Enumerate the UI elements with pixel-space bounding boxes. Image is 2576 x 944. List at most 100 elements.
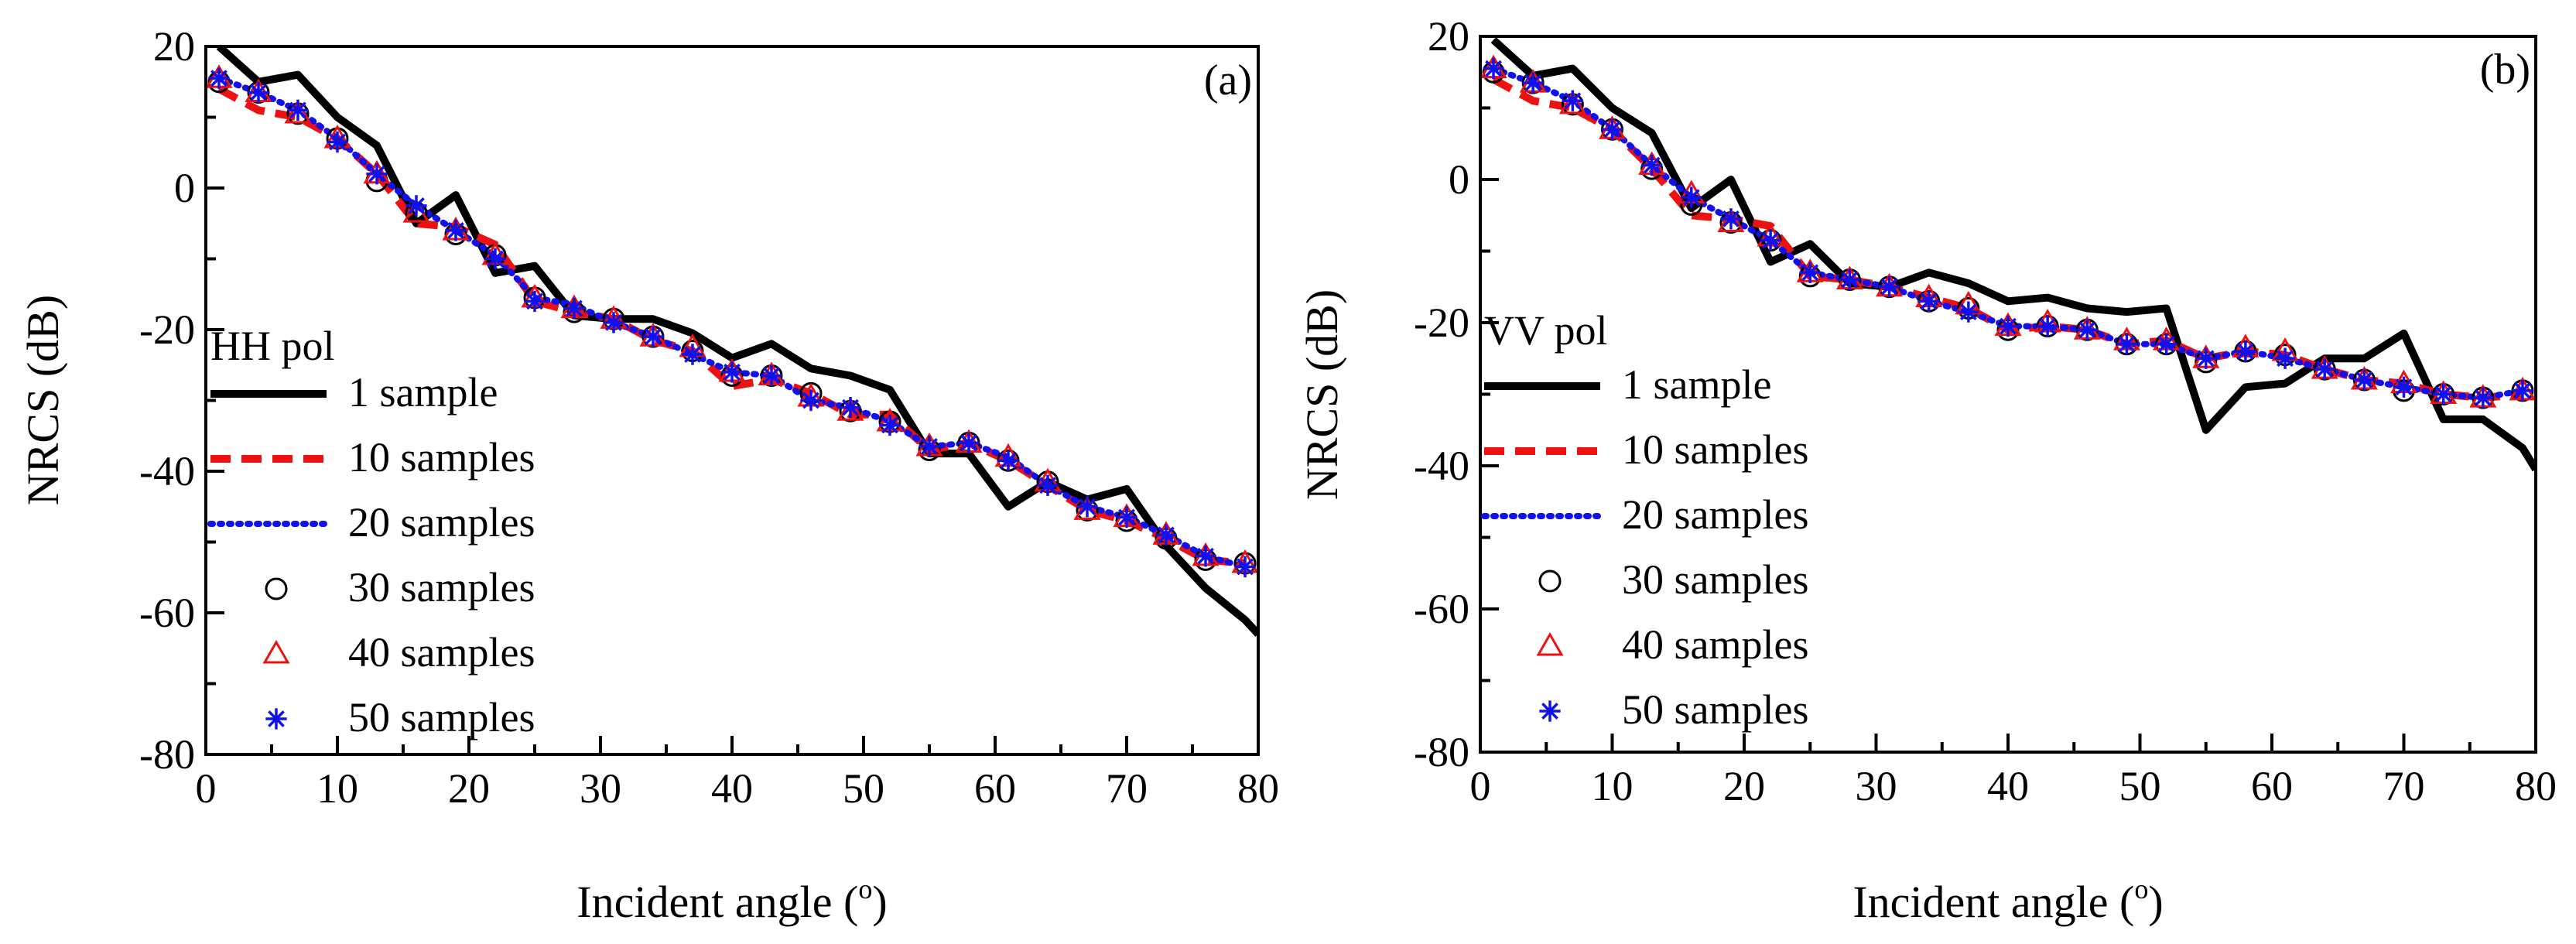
asterisk-marker xyxy=(2076,319,2098,340)
asterisk-marker xyxy=(524,290,546,313)
chart-panel-b: 0 10 20 30 40 50 60 70 80 20 0 -20 -40 -60 -80 (b) NRC… xyxy=(1297,13,2557,927)
x-tick-label: 40 xyxy=(1987,763,2029,809)
asterisk-stroke xyxy=(1920,292,1938,310)
legend-item-30-samples: 30 samples xyxy=(1538,556,1808,603)
asterisk-marker xyxy=(327,131,348,153)
asterisk-marker xyxy=(1799,262,1821,283)
y-axis-title: NRCS (dB) xyxy=(18,295,68,505)
y-tick-label: 0 xyxy=(1449,156,1469,203)
panel-label: (b) xyxy=(2480,46,2530,94)
asterisk-marker xyxy=(1076,496,1098,518)
series-line-20-samples xyxy=(216,75,1248,570)
polarization-label: VV pol xyxy=(1484,307,1608,354)
x-axis-title: Incident angle (o) xyxy=(576,874,887,927)
legend-triangle-marker xyxy=(1536,632,1564,656)
x-tick-label: 0 xyxy=(1470,763,1491,809)
x-axis-title-close: ) xyxy=(2148,877,2163,927)
x-tick-label: 50 xyxy=(2119,763,2161,809)
asterisk-stroke xyxy=(210,70,227,87)
asterisk-marker xyxy=(484,248,506,270)
series-50-samples xyxy=(1483,57,2533,409)
asterisk-marker xyxy=(721,361,743,383)
asterisk-stroke xyxy=(921,438,938,455)
legend-item-1-sample: 1 sample xyxy=(1484,361,1771,408)
x-tick-label: 50 xyxy=(843,765,884,812)
asterisk-stroke xyxy=(2197,350,2215,368)
asterisk-marker xyxy=(2155,333,2177,355)
x-axis-title-degree: o xyxy=(2134,874,2148,905)
legend-label: 1 sample xyxy=(1622,361,1771,408)
asterisk-marker xyxy=(1601,118,1623,140)
asterisk-marker xyxy=(2116,333,2138,355)
legend-item-40-samples: 40 samples xyxy=(1536,621,1808,668)
asterisk-marker xyxy=(1720,208,1742,230)
asterisk-stroke xyxy=(1079,498,1096,515)
legend-label: 50 samples xyxy=(1622,686,1808,733)
y-tick-label: 0 xyxy=(174,165,195,211)
asterisk-marker xyxy=(248,81,269,104)
legend-label: 1 sample xyxy=(348,369,498,416)
legend-item-10-samples: 10 samples xyxy=(1484,426,1808,473)
asterisk-stroke xyxy=(1564,92,1582,110)
chart-panel-a: 0 10 20 30 40 50 60 70 80 20 0 -20 -40 -60 -80 (a) NRC… xyxy=(18,23,1279,927)
asterisk-marker xyxy=(563,297,585,320)
triangle-marker xyxy=(1717,208,1745,233)
asterisk-stroke xyxy=(1158,526,1175,544)
asterisk-marker xyxy=(1195,546,1216,567)
asterisk-marker xyxy=(1958,301,1979,323)
y-tick-label: 20 xyxy=(1428,13,1469,60)
asterisk-stroke xyxy=(1039,477,1056,494)
x-axis-title-text: Incident angle ( xyxy=(1852,877,2134,927)
x-tick-label: 70 xyxy=(2383,763,2425,809)
x-tick-label: 10 xyxy=(316,765,358,812)
asterisk-stroke xyxy=(1118,508,1135,526)
asterisk-marker xyxy=(840,397,861,419)
x-tick-label: 40 xyxy=(711,765,753,812)
asterisk-marker xyxy=(2393,376,2415,398)
triangle-marker xyxy=(1558,90,1586,115)
asterisk-marker xyxy=(1918,290,1940,312)
asterisk-stroke xyxy=(1682,189,1700,207)
asterisk-stroke xyxy=(763,367,780,385)
asterisk-stroke xyxy=(329,133,346,151)
asterisk-stroke xyxy=(250,84,267,101)
asterisk-marker xyxy=(1878,276,1900,298)
legend-asterisk-marker xyxy=(265,708,287,730)
asterisk-marker xyxy=(682,344,703,365)
asterisk-stroke xyxy=(684,346,701,363)
series-layer xyxy=(1480,36,2536,472)
legend: 1 sample 10 samples 20 samples 30 samples 40… xyxy=(1481,361,1808,733)
asterisk-stroke xyxy=(1959,303,1977,321)
x-tick-label: 70 xyxy=(1106,765,1148,812)
asterisk-stroke xyxy=(2078,321,2096,339)
asterisk-stroke xyxy=(268,710,285,727)
asterisk-stroke xyxy=(1541,703,1558,720)
asterisk-stroke xyxy=(2355,371,2373,388)
legend-item-40-samples: 40 samples xyxy=(262,629,535,676)
series-line-20-samples xyxy=(1490,65,2526,402)
triangle-marker xyxy=(1073,496,1101,520)
x-tick-label: 60 xyxy=(974,765,1016,812)
asterisk-marker xyxy=(2512,380,2533,402)
legend-label: 30 samples xyxy=(348,564,535,611)
asterisk-marker xyxy=(1483,57,1504,80)
asterisk-marker xyxy=(919,436,940,457)
asterisk-marker xyxy=(366,163,388,185)
asterisk-stroke xyxy=(1485,60,1502,77)
asterisk-stroke xyxy=(2514,381,2531,399)
asterisk-marker xyxy=(761,364,782,387)
legend-asterisk-marker xyxy=(1539,700,1561,722)
series-line-1-sample xyxy=(1490,36,2536,472)
y-tick-label: -80 xyxy=(139,731,195,778)
asterisk-marker xyxy=(208,67,230,89)
asterisk-stroke xyxy=(724,364,741,381)
asterisk-marker xyxy=(1641,154,1663,176)
legend-label: 20 samples xyxy=(348,499,535,546)
asterisk-marker xyxy=(1116,506,1137,528)
asterisk-marker xyxy=(1522,72,1544,94)
asterisk-marker xyxy=(1997,315,2019,337)
asterisk-marker xyxy=(1562,90,1583,111)
asterisk-marker xyxy=(642,326,664,347)
asterisk-stroke xyxy=(289,101,306,119)
asterisk-stroke xyxy=(1722,210,1740,227)
